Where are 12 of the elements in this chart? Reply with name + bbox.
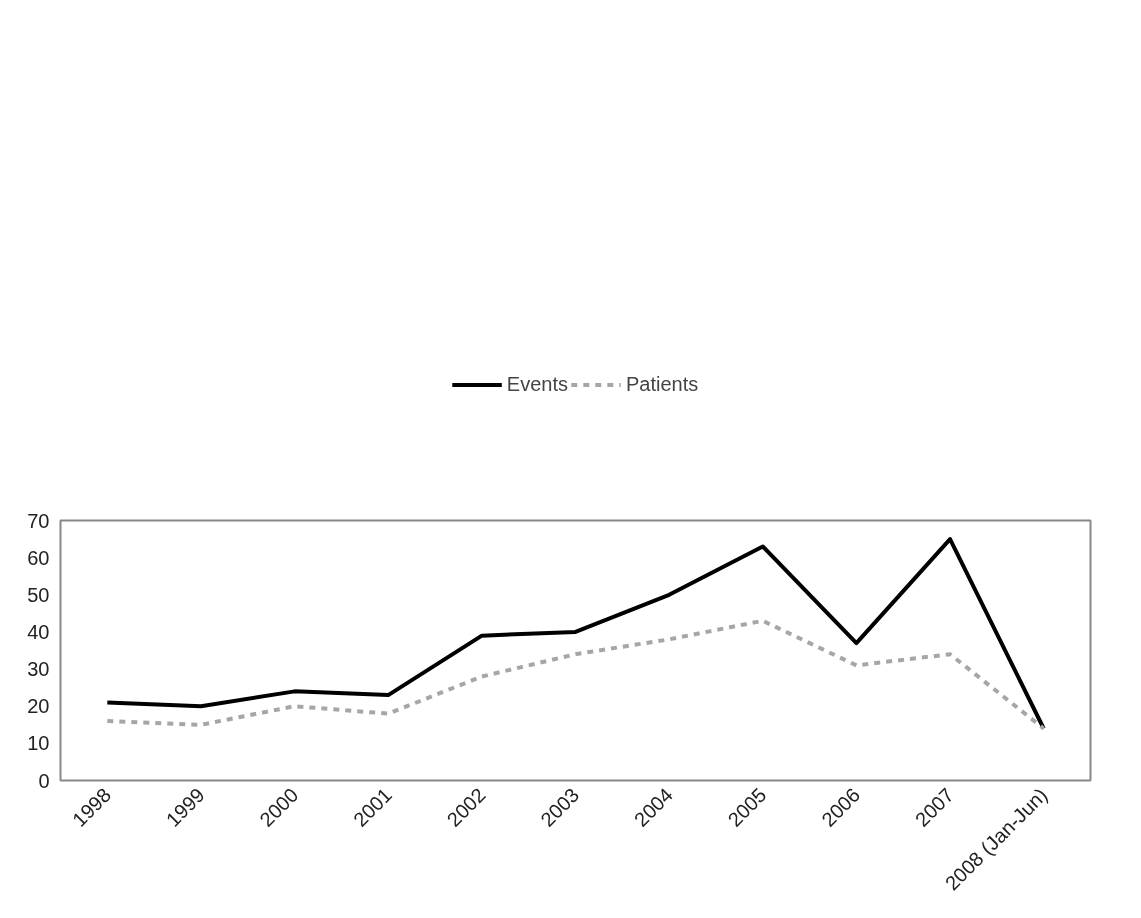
- legend-label: Patients: [625, 372, 699, 396]
- y-tick-label: 0: [38, 769, 50, 792]
- y-tick-label: 40: [27, 620, 50, 643]
- y-tick-label: 30: [27, 658, 50, 681]
- legend-label: Events: [506, 372, 568, 396]
- y-tick-label: 20: [27, 695, 50, 718]
- y-tick-label: 70: [27, 509, 50, 532]
- line-series: [105, 618, 1046, 731]
- y-tick-label: 50: [27, 583, 50, 606]
- y-tick-label: 10: [27, 732, 50, 755]
- y-tick-label: 60: [27, 546, 50, 569]
- line-series: [105, 537, 1046, 731]
